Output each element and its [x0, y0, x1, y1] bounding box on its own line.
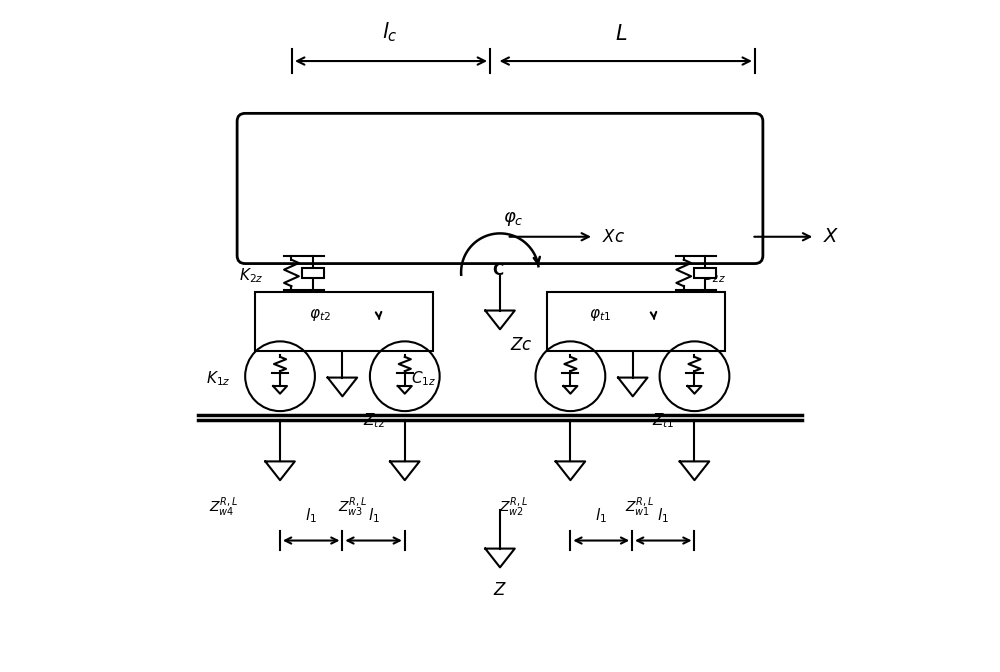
Text: $Z_{w3}^{R,L}$: $Z_{w3}^{R,L}$ — [338, 496, 367, 519]
Text: $\varphi_{t1}$: $\varphi_{t1}$ — [589, 306, 610, 323]
Text: $Z_{w2}^{R,L}$: $Z_{w2}^{R,L}$ — [499, 496, 528, 519]
Bar — [694, 268, 716, 278]
Text: $Z_{w4}^{R,L}$: $Z_{w4}^{R,L}$ — [209, 496, 238, 519]
Text: C: C — [492, 263, 504, 278]
Text: $l_1$: $l_1$ — [595, 507, 607, 525]
Text: $L$: $L$ — [615, 24, 627, 44]
Text: $Xc$: $Xc$ — [602, 228, 625, 246]
Text: $K_{1z}$: $K_{1z}$ — [206, 370, 230, 388]
Text: $\varphi_c$: $\varphi_c$ — [503, 210, 524, 228]
Text: $C_{1z}$: $C_{1z}$ — [411, 370, 437, 388]
Bar — [255, 292, 433, 351]
Text: $l_1$: $l_1$ — [657, 507, 669, 525]
Text: $l_1$: $l_1$ — [368, 507, 380, 525]
Text: $Z_{t1}$: $Z_{t1}$ — [652, 411, 675, 430]
Text: $Z_{t2}$: $Z_{t2}$ — [363, 411, 385, 430]
FancyBboxPatch shape — [237, 114, 763, 263]
Text: $Z$: $Z$ — [493, 581, 507, 599]
Bar — [547, 292, 725, 351]
Text: $l_1$: $l_1$ — [305, 507, 317, 525]
Text: $l_c$: $l_c$ — [382, 21, 397, 44]
Bar — [302, 268, 324, 278]
Text: $\varphi_{t2}$: $\varphi_{t2}$ — [309, 306, 331, 323]
Text: $C_{2z}$: $C_{2z}$ — [701, 266, 726, 285]
Text: $Zc$: $Zc$ — [510, 336, 533, 354]
Text: $Z_{w1}^{R,L}$: $Z_{w1}^{R,L}$ — [625, 496, 654, 519]
Text: $K_{2z}$: $K_{2z}$ — [239, 266, 264, 285]
Text: $X$: $X$ — [823, 227, 839, 246]
